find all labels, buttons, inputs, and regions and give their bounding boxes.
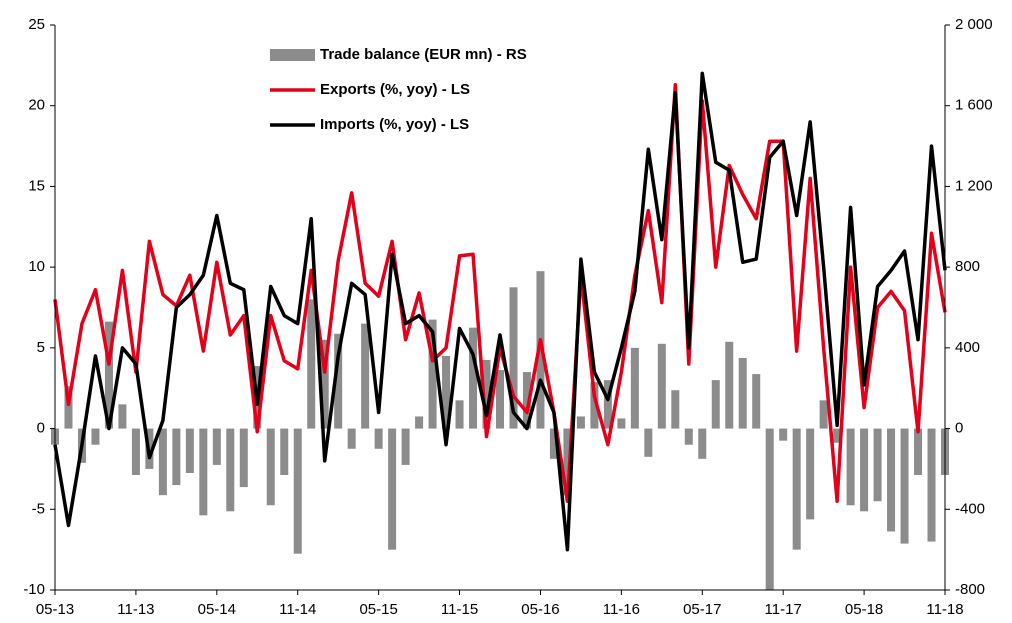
bar (590, 382, 599, 429)
bar (914, 428, 923, 475)
bar (900, 428, 909, 544)
bar (792, 428, 801, 550)
bar (388, 428, 397, 550)
bar (887, 428, 896, 532)
bar (711, 380, 720, 429)
bar (496, 370, 504, 429)
bar (684, 428, 693, 445)
bar (172, 428, 181, 486)
x-tick-label: 05-13 (36, 601, 74, 618)
bar (603, 380, 612, 429)
bar (347, 428, 356, 449)
bar (226, 428, 235, 512)
bar (118, 404, 127, 429)
line (53, 82, 947, 503)
bar (212, 428, 221, 465)
bar (536, 271, 545, 429)
bar (522, 372, 531, 429)
bar (833, 428, 842, 443)
legend-label: Trade balance (EUR mn) - RS (320, 46, 527, 63)
y2-tick-label: 2 000 (955, 16, 993, 33)
bar (401, 428, 410, 465)
bar (563, 428, 572, 496)
bar (630, 347, 639, 429)
x-tick-label: 11-13 (117, 601, 154, 618)
y2-tick-label: 1 200 (955, 177, 993, 194)
bar (738, 357, 747, 429)
bar (482, 359, 491, 429)
bar (428, 319, 437, 429)
bar (415, 416, 424, 429)
bar (280, 428, 289, 475)
legend-label: Exports (%, yoy) - LS (320, 81, 470, 98)
y-tick-label: 10 (28, 258, 45, 275)
bar (617, 418, 626, 429)
line (53, 71, 947, 552)
y-tick-label: 20 (28, 97, 45, 114)
bar (806, 428, 815, 520)
bar (455, 400, 464, 429)
x-tick-label: 05-16 (521, 601, 559, 618)
bar (158, 428, 167, 496)
legend-label: Imports (%, yoy) - LS (320, 116, 469, 133)
bar (469, 327, 478, 429)
x-tick-label: 05-18 (845, 601, 883, 618)
bar (361, 323, 370, 429)
y-tick-label: -5 (32, 500, 45, 517)
y2-tick-label: -800 (955, 581, 985, 598)
x-tick-label: 11-17 (765, 601, 802, 618)
y-tick-label: 5 (37, 339, 45, 356)
bar (725, 341, 734, 429)
y2-tick-label: 0 (955, 420, 963, 437)
bar (644, 428, 653, 457)
y-tick-label: -10 (23, 581, 45, 598)
legend-swatch (270, 49, 315, 61)
x-tick-label: 05-15 (359, 601, 397, 618)
x-tick-label: 05-17 (683, 601, 721, 618)
bar (657, 343, 666, 429)
bar (293, 428, 302, 554)
bar (307, 299, 316, 429)
bar (104, 321, 113, 429)
x-tick-label: 11-16 (603, 601, 640, 618)
x-tick-label: 05-14 (198, 601, 236, 618)
bar (320, 339, 329, 429)
bar (374, 428, 383, 449)
y2-tick-label: -400 (955, 500, 985, 517)
y-tick-label: 25 (28, 16, 45, 33)
bar (549, 428, 558, 459)
bar (91, 428, 100, 445)
bar (752, 374, 761, 429)
bar (779, 428, 788, 441)
bar (185, 428, 194, 473)
x-tick-label: 11-14 (279, 601, 316, 618)
bar (266, 428, 275, 506)
y2-tick-label: 800 (955, 258, 980, 275)
bar (765, 428, 774, 590)
x-tick-label: 11-18 (926, 601, 963, 618)
bar (334, 333, 343, 429)
x-tick-label: 11-15 (441, 601, 478, 618)
y2-tick-label: 400 (955, 339, 980, 356)
bar (442, 355, 451, 429)
bar (131, 428, 140, 475)
bar (509, 287, 518, 429)
y-tick-label: 15 (28, 177, 45, 194)
bar (64, 386, 73, 429)
bar (671, 390, 680, 429)
y-tick-label: 0 (37, 420, 45, 437)
bar (576, 416, 585, 429)
bar (927, 428, 936, 542)
bar (846, 428, 855, 506)
bar (819, 400, 828, 429)
bar (199, 428, 208, 516)
bar (860, 428, 869, 512)
bar (698, 428, 707, 459)
y2-tick-label: 1 600 (955, 97, 993, 114)
bar (239, 428, 248, 488)
bar (873, 428, 882, 502)
